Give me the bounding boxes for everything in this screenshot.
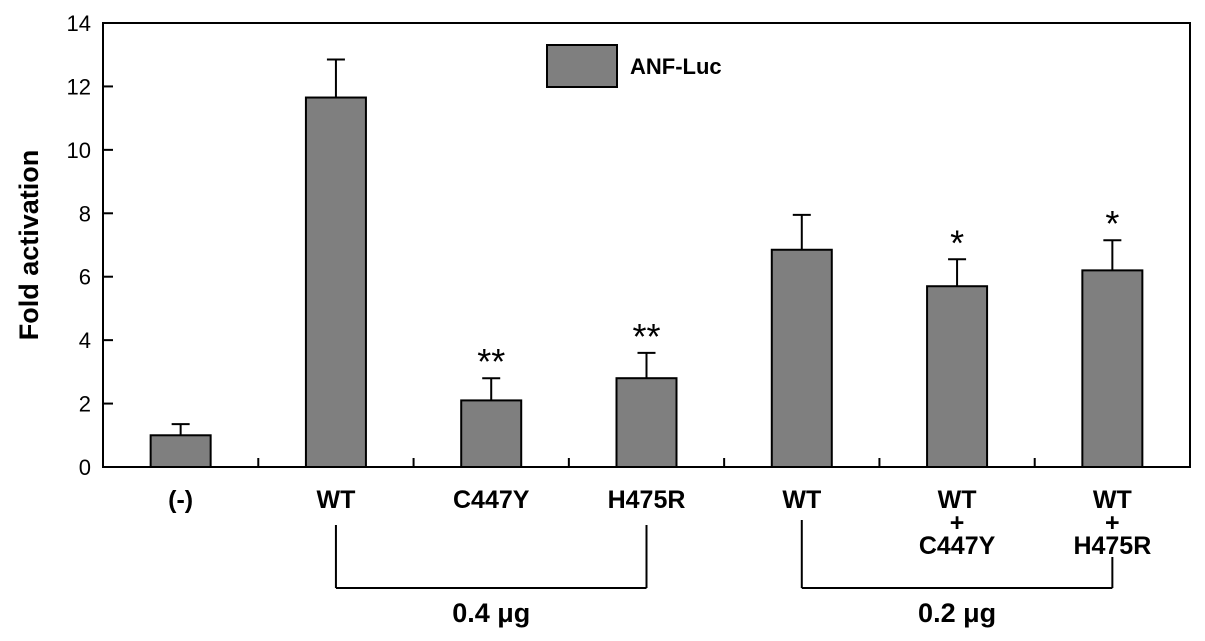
x-tick-label: C447Y (453, 486, 530, 514)
legend-swatch (546, 44, 618, 88)
bar (460, 399, 523, 468)
y-tick-label: 12 (67, 74, 91, 99)
x-tick-label: WT (782, 486, 821, 514)
group-label: 0.4 μg (452, 598, 530, 628)
bar (304, 96, 367, 469)
bar (615, 377, 678, 469)
x-tick-label: WT (316, 486, 355, 514)
y-tick-label: 0 (79, 455, 91, 480)
y-tick-label: 14 (67, 11, 91, 36)
x-tick-label: + (950, 509, 965, 537)
significance-marker: * (1105, 203, 1119, 244)
x-tick-label: + (1105, 509, 1120, 537)
y-tick-label: 4 (79, 328, 91, 353)
significance-marker: ** (477, 341, 505, 382)
significance-marker: ** (632, 316, 660, 357)
y-tick-label: 10 (67, 138, 91, 163)
bar (149, 434, 212, 468)
x-tick-label: C447Y (919, 532, 996, 560)
x-tick-label: H475R (608, 486, 686, 514)
bar (926, 285, 989, 468)
x-tick-label: H475R (1073, 532, 1151, 560)
bar (770, 248, 833, 468)
x-tick-label: WT (938, 486, 977, 514)
y-axis-label: Fold activation (14, 150, 44, 341)
bar (1081, 269, 1144, 468)
legend-label: ANF-Luc (630, 54, 722, 79)
group-label: 0.2 μg (918, 598, 996, 628)
x-tick-label: WT (1093, 486, 1132, 514)
y-tick-label: 8 (79, 201, 91, 226)
y-tick-label: 6 (79, 265, 91, 290)
x-tick-label: (-) (168, 486, 193, 514)
significance-marker: * (950, 222, 964, 263)
y-tick-label: 2 (79, 392, 91, 417)
